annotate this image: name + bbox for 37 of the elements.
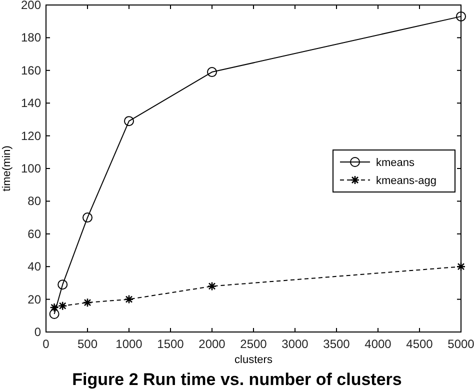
text: Figure 2 Run time vs. number of clusters (72, 370, 402, 389)
x-tick-label: 5000 (448, 337, 474, 351)
x-tick-label: 4500 (406, 337, 434, 351)
x-tick-label: 3000 (282, 337, 309, 351)
x-tick-label: 2500 (240, 337, 268, 351)
x-tick-label: 0 (42, 337, 50, 351)
legend-label: kmeans-agg (376, 175, 437, 187)
point (456, 11, 466, 22)
x-tick-label: 3500 (323, 337, 350, 351)
y-tick-label: 80 (28, 194, 42, 208)
y-tick-label: 160 (20, 63, 42, 78)
point (82, 212, 92, 223)
x-tick-label: 500 (77, 337, 98, 351)
point (207, 67, 217, 78)
y-tick-label: 20 (28, 292, 42, 306)
y-tick-label: 140 (20, 96, 42, 110)
point (207, 282, 217, 291)
y-tick-label: 120 (20, 128, 42, 143)
point (456, 262, 466, 272)
y-tick-label: 100 (20, 162, 42, 176)
point (82, 298, 92, 308)
legend-label: kmeans (376, 157, 416, 169)
y-tick-label: 180 (20, 30, 42, 45)
y-axis-title: time(min) (1, 146, 13, 192)
x-tick-label: 4000 (364, 337, 392, 351)
point (49, 309, 60, 320)
point (124, 116, 134, 126)
y-tick-label: 60 (28, 226, 42, 241)
point (124, 294, 134, 304)
point (58, 280, 68, 290)
x-axis-title: clusters (234, 354, 273, 366)
y-tick-label: 200 (20, 0, 42, 12)
x-tick-label: 2000 (198, 337, 226, 351)
x-tick-label: 1000 (116, 337, 143, 351)
y-tick-label: 40 (28, 260, 42, 274)
y-tick-label: 0 (34, 325, 42, 339)
x-tick-label: 1500 (157, 337, 184, 351)
